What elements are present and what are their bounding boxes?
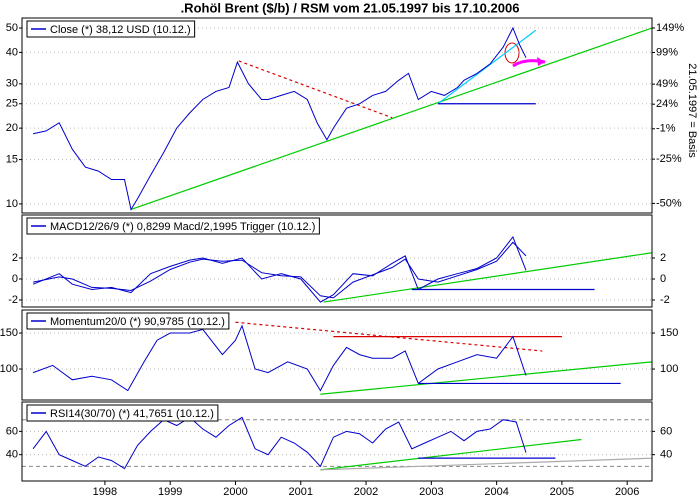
legend-box [26, 217, 320, 235]
series-line [32, 416, 527, 470]
y-tick-label-right: -2 [660, 294, 670, 306]
series-line [32, 26, 527, 211]
series-line [32, 324, 527, 392]
y2-tick-label: 49% [656, 78, 678, 90]
y-tick-label-right: 100 [660, 363, 678, 375]
arrow-head [537, 57, 545, 66]
y-tick-label: 10 [6, 198, 18, 210]
y-tick-label-right: 150 [660, 327, 678, 339]
y2-tick-label: -25% [656, 153, 682, 165]
x-tick-label: 1998 [93, 486, 117, 498]
panel-frame [21, 309, 653, 401]
x-tick-label: 2000 [223, 486, 247, 498]
chart-title: .Rohöl Brent ($/b) / RSM vom 21.05.1997 … [181, 0, 520, 15]
y2-tick-label: 149% [656, 22, 684, 34]
y-tick-label: 0 [12, 273, 18, 285]
y-tick-label: 50 [6, 22, 18, 34]
legend-box [26, 20, 196, 38]
y-tick-label: -2 [8, 294, 18, 306]
trend-line [323, 252, 652, 303]
x-tick-label: 2001 [289, 486, 313, 498]
x-tick-label: 2005 [550, 486, 574, 498]
y-tick-label-right: 40 [660, 449, 672, 461]
legend-box [26, 404, 219, 422]
y-tick-label-right: 0 [660, 273, 666, 285]
panel-frame [21, 401, 653, 482]
legend-label: Close (*) 38,12 USD (10.12.) [50, 24, 191, 36]
trend-line [437, 29, 537, 105]
y-tick-label: 60 [6, 425, 18, 437]
y-tick-label: 40 [6, 449, 18, 461]
trend-line [320, 457, 652, 471]
panel-frame [21, 214, 653, 308]
trend-line [320, 361, 652, 395]
y2-axis-label: 21.05.1997 = Basis [686, 63, 698, 158]
y2-tick-label: -1% [656, 123, 676, 135]
x-tick-label: 2003 [419, 486, 443, 498]
y2-tick-label: 24% [656, 98, 678, 110]
y-tick-label-right: 60 [660, 425, 672, 437]
legend-label: RSI14(30/70) (*) 41,7651 (10.12.) [50, 408, 214, 420]
y2-tick-label: 99% [656, 46, 678, 58]
trend-line [320, 438, 582, 471]
series-line [33, 241, 527, 299]
legend-box [26, 312, 230, 330]
y-tick-label: 30 [6, 78, 18, 90]
y2-tick-label: -50% [656, 197, 682, 209]
legend-label: MACD12/26/9 (*) 0,8299 Macd/2,1995 Trigg… [50, 221, 315, 233]
panel-frame [21, 17, 653, 214]
y-tick-label-right: 2 [660, 252, 666, 264]
trend-line [130, 27, 652, 211]
y-tick-label: 100 [0, 363, 18, 375]
y-tick-label: 2 [12, 252, 18, 264]
x-tick-label: 2004 [484, 486, 508, 498]
y-tick-label: 20 [6, 122, 18, 134]
x-tick-label: 1999 [158, 486, 182, 498]
y-tick-label: 15 [6, 153, 18, 165]
x-tick-label: 2002 [354, 486, 378, 498]
y-tick-label: 150 [0, 327, 18, 339]
y-tick-label: 25 [6, 98, 18, 110]
y-tick-label: 40 [6, 46, 18, 58]
legend-label: Momentum20/0 (*) 90,9785 (10.12.) [50, 316, 225, 328]
x-tick-label: 2006 [615, 486, 639, 498]
